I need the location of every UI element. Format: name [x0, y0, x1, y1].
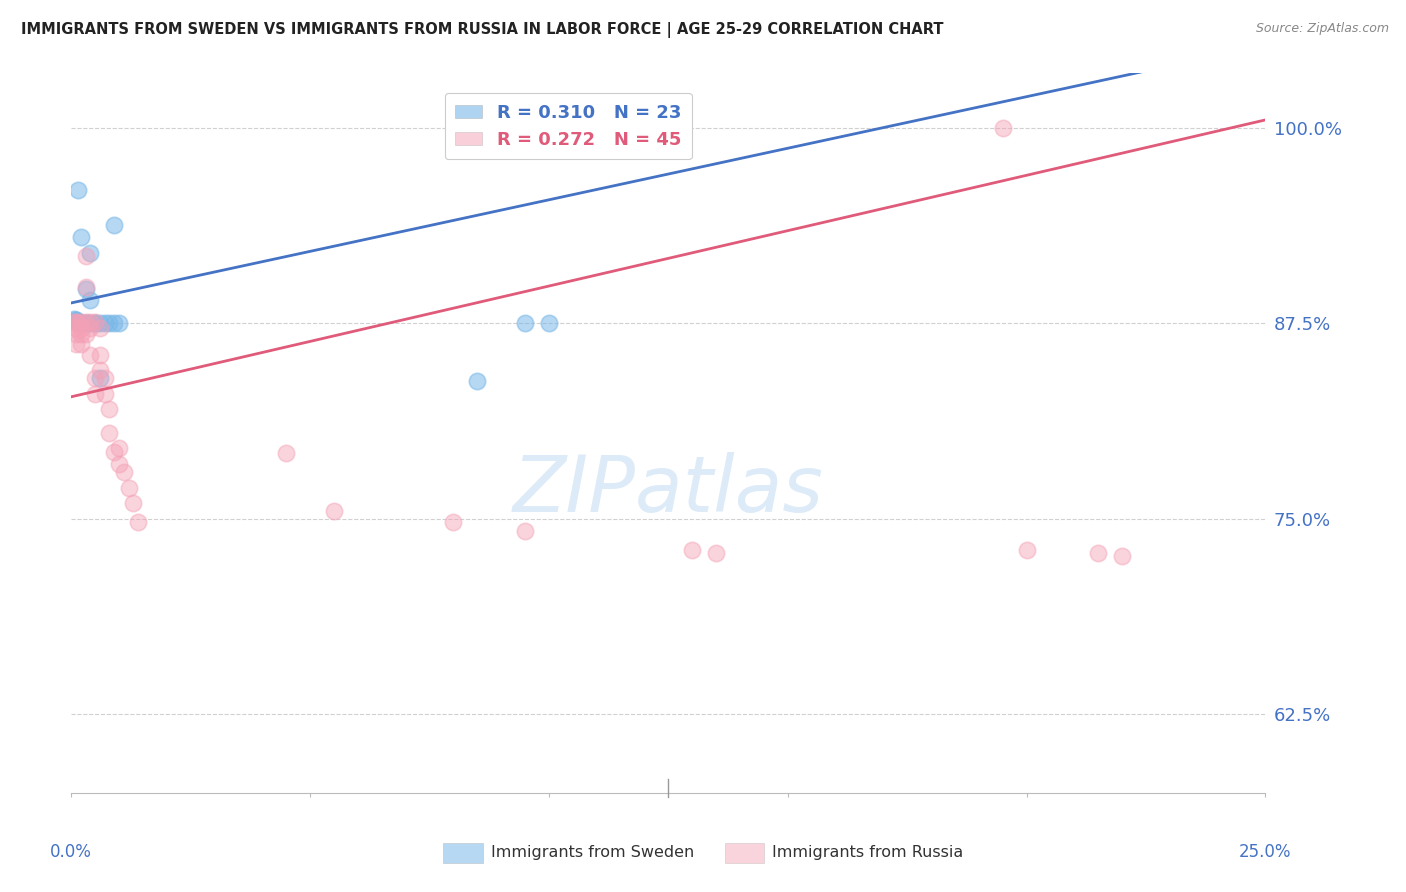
Point	[75, 280, 97, 294]
Point	[65, 315, 87, 329]
Point	[127, 515, 149, 529]
Point	[84, 371, 107, 385]
Point	[108, 442, 131, 456]
Point	[65, 336, 87, 351]
Point	[62, 315, 84, 329]
Point	[89, 316, 111, 330]
Point	[103, 316, 125, 330]
Point	[65, 327, 87, 342]
Point	[103, 444, 125, 458]
Point	[75, 316, 97, 330]
Point	[75, 249, 97, 263]
Point	[537, 316, 560, 330]
Point	[704, 546, 727, 560]
Point	[75, 315, 97, 329]
Point	[1111, 549, 1133, 564]
Text: IMMIGRANTS FROM SWEDEN VS IMMIGRANTS FROM RUSSIA IN LABOR FORCE | AGE 25-29 CORR: IMMIGRANTS FROM SWEDEN VS IMMIGRANTS FRO…	[21, 22, 943, 38]
Point	[465, 374, 488, 388]
Text: Immigrants from Sweden: Immigrants from Sweden	[491, 846, 695, 860]
Point	[117, 481, 139, 495]
Point	[62, 311, 84, 326]
Legend: R = 0.310   N = 23, R = 0.272   N = 45: R = 0.310 N = 23, R = 0.272 N = 45	[444, 93, 692, 160]
Point	[93, 386, 115, 401]
Point	[69, 316, 91, 330]
Point	[122, 496, 145, 510]
Point	[84, 315, 107, 329]
Text: Immigrants from Russia: Immigrants from Russia	[772, 846, 963, 860]
Point	[84, 316, 107, 330]
Point	[991, 120, 1014, 135]
Point	[513, 524, 536, 539]
Text: 0.0%: 0.0%	[51, 843, 93, 861]
Point	[69, 315, 91, 329]
Point	[79, 245, 101, 260]
Point	[89, 321, 111, 335]
Point	[79, 293, 101, 307]
Point	[69, 316, 91, 330]
Point	[89, 371, 111, 385]
Point	[75, 282, 97, 296]
Point	[89, 363, 111, 377]
Point	[441, 515, 464, 529]
Point	[103, 218, 125, 232]
Point	[75, 316, 97, 330]
Point	[65, 313, 87, 327]
Point	[84, 386, 107, 401]
Text: Source: ZipAtlas.com: Source: ZipAtlas.com	[1256, 22, 1389, 36]
Point	[69, 327, 91, 342]
Point	[513, 316, 536, 330]
Point	[65, 321, 87, 335]
Point	[1015, 543, 1038, 558]
Point	[79, 347, 101, 361]
Point	[681, 543, 703, 558]
Point	[276, 446, 298, 460]
Point	[84, 316, 107, 330]
Point	[323, 504, 346, 518]
Point	[69, 316, 91, 330]
Point	[1087, 546, 1109, 560]
Point	[98, 425, 121, 440]
Text: ZIPatlas: ZIPatlas	[513, 452, 824, 528]
Point	[89, 347, 111, 361]
Point	[112, 465, 135, 479]
Point	[69, 336, 91, 351]
Point	[65, 313, 87, 327]
Point	[69, 321, 91, 335]
Point	[108, 316, 131, 330]
Point	[108, 457, 131, 471]
Point	[79, 315, 101, 329]
Point	[98, 316, 121, 330]
Point	[67, 316, 90, 330]
Point	[98, 402, 121, 417]
Point	[79, 316, 101, 330]
Point	[62, 321, 84, 335]
Point	[93, 316, 115, 330]
Point	[69, 230, 91, 244]
Point	[79, 321, 101, 335]
Point	[93, 371, 115, 385]
Text: 25.0%: 25.0%	[1239, 843, 1292, 861]
Point	[75, 327, 97, 342]
Point	[67, 183, 90, 197]
